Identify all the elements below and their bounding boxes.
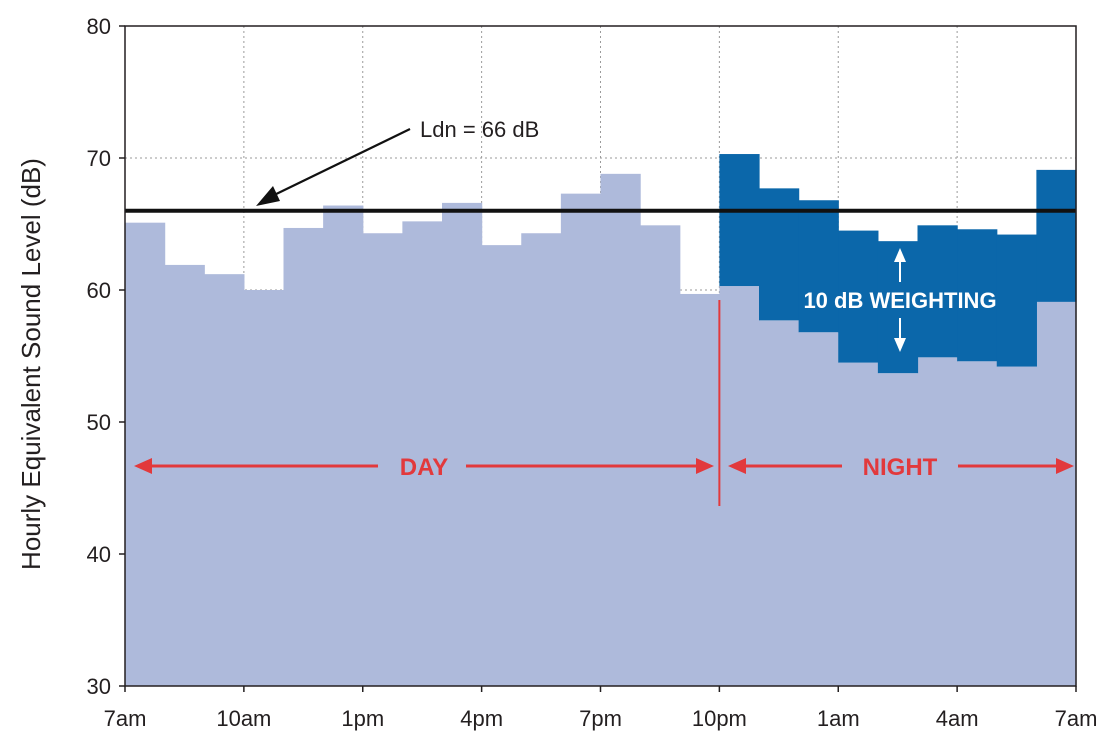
bar-measured bbox=[996, 366, 1037, 686]
bar-measured bbox=[798, 332, 839, 686]
night-arrowhead-right bbox=[1056, 458, 1074, 474]
bar-measured bbox=[877, 373, 919, 686]
weighting-up-arrowhead bbox=[894, 248, 906, 262]
bar-measured bbox=[679, 293, 720, 686]
y-axis-label: Hourly Equivalent Sound Level (dB) bbox=[16, 158, 46, 570]
ldn-pointer-line bbox=[267, 128, 411, 199]
bar-measured bbox=[957, 361, 998, 686]
night-arrowhead-left bbox=[728, 458, 746, 474]
bar-measured bbox=[1036, 301, 1077, 686]
bar-measured bbox=[323, 205, 364, 686]
x-tick-label: 7pm bbox=[579, 706, 622, 731]
bar-measured bbox=[164, 264, 205, 686]
day-arrowhead-right bbox=[696, 458, 714, 474]
bar-weighting bbox=[719, 154, 760, 287]
y-tick-label: 40 bbox=[87, 542, 111, 567]
x-tick-label: 1pm bbox=[341, 706, 384, 731]
bar-weighting bbox=[838, 230, 879, 363]
y-tick-label: 70 bbox=[87, 146, 111, 171]
bar-weighting bbox=[1036, 169, 1077, 302]
bar-weighting bbox=[759, 188, 800, 321]
bar-measured bbox=[719, 286, 760, 686]
weighting-label: 10 dB WEIGHTING bbox=[803, 288, 996, 313]
y-tick-label: 30 bbox=[87, 674, 111, 699]
bar-measured bbox=[600, 173, 641, 687]
bar-weighting bbox=[917, 225, 958, 358]
bar-measured bbox=[402, 221, 443, 687]
x-tick-label: 10pm bbox=[692, 706, 747, 731]
bar-weighting bbox=[877, 241, 919, 374]
y-tick-label: 80 bbox=[87, 14, 111, 39]
bar-weighting bbox=[798, 200, 839, 333]
bar-measured bbox=[838, 362, 879, 686]
y-tick-label: 50 bbox=[87, 410, 111, 435]
bar-measured bbox=[640, 225, 681, 686]
bar-measured bbox=[917, 357, 958, 686]
ldn-label: Ldn = 66 dB bbox=[420, 117, 539, 142]
x-tick-label: 7am bbox=[104, 706, 147, 731]
weighting-down-arrowhead bbox=[894, 338, 906, 352]
labels-layer: Ldn = 66 dB DAY NIGHT 10 dB WEIGHTING 30 40 50… bbox=[16, 14, 1097, 731]
x-tick-label: 4am bbox=[936, 706, 979, 731]
bar-measured bbox=[442, 202, 483, 686]
axes-layer bbox=[119, 25, 1077, 692]
day-label: DAY bbox=[400, 454, 448, 481]
x-tick-label: 4pm bbox=[460, 706, 503, 731]
bar-measured bbox=[243, 290, 285, 686]
bar-measured bbox=[759, 320, 800, 686]
overlay-layer bbox=[125, 128, 1076, 506]
bar-measured bbox=[521, 233, 562, 687]
night-label: NIGHT bbox=[863, 454, 938, 481]
bar-measured bbox=[560, 193, 602, 686]
ldn-pointer-arrowhead bbox=[256, 186, 280, 206]
x-tick-label: 7am bbox=[1055, 706, 1098, 731]
bar-weighting bbox=[996, 234, 1037, 367]
bar-measured bbox=[204, 274, 245, 686]
x-tick-label: 10am bbox=[216, 706, 271, 731]
bars-layer bbox=[125, 154, 1077, 687]
y-tick-label: 60 bbox=[87, 278, 111, 303]
bar-weighting bbox=[957, 229, 998, 362]
x-tick-label: 1am bbox=[817, 706, 860, 731]
day-arrowhead-left bbox=[134, 458, 152, 474]
bar-measured bbox=[283, 227, 324, 686]
bar-measured bbox=[362, 233, 403, 687]
bar-measured bbox=[125, 222, 166, 686]
